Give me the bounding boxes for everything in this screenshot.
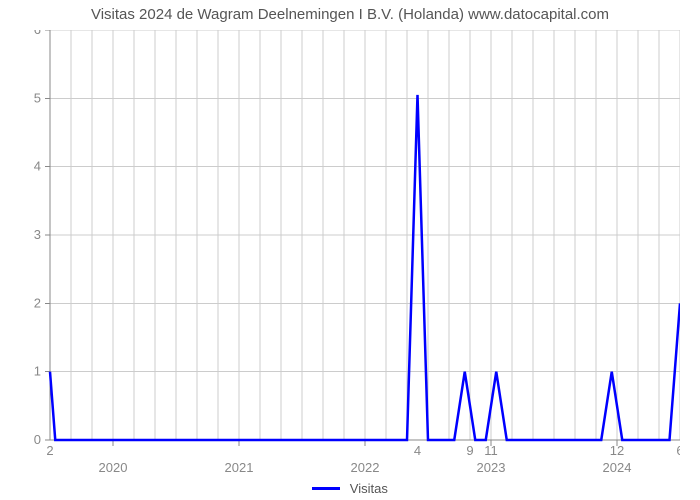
svg-text:6: 6 bbox=[34, 30, 41, 37]
svg-text:6: 6 bbox=[676, 443, 680, 458]
legend-swatch bbox=[312, 487, 340, 490]
svg-text:0: 0 bbox=[34, 432, 41, 447]
svg-text:9: 9 bbox=[466, 443, 473, 458]
svg-text:4: 4 bbox=[414, 443, 421, 458]
chart-legend: Visitas bbox=[0, 480, 700, 496]
chart-plot: 01234562491112620202021202220232024 bbox=[10, 30, 680, 484]
svg-text:2: 2 bbox=[46, 443, 53, 458]
svg-text:2021: 2021 bbox=[225, 460, 254, 475]
svg-text:2023: 2023 bbox=[477, 460, 506, 475]
svg-text:2: 2 bbox=[34, 295, 41, 310]
legend-label: Visitas bbox=[350, 481, 388, 496]
chart-container: Visitas 2024 de Wagram Deelnemingen I B.… bbox=[0, 0, 700, 500]
svg-text:3: 3 bbox=[34, 227, 41, 242]
svg-text:5: 5 bbox=[34, 90, 41, 105]
svg-text:2020: 2020 bbox=[99, 460, 128, 475]
svg-text:2022: 2022 bbox=[351, 460, 380, 475]
svg-text:4: 4 bbox=[34, 159, 41, 174]
svg-text:1: 1 bbox=[34, 364, 41, 379]
svg-text:2024: 2024 bbox=[603, 460, 632, 475]
chart-title: Visitas 2024 de Wagram Deelnemingen I B.… bbox=[0, 6, 700, 23]
